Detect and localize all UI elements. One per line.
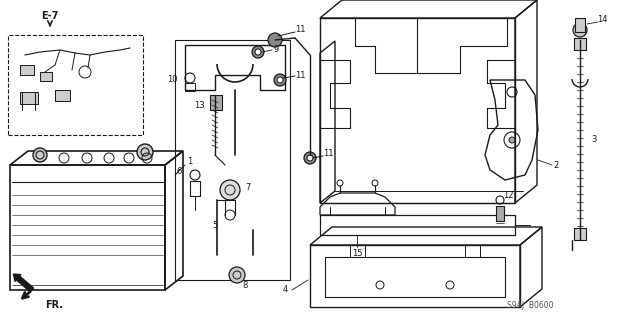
Text: 4: 4 (283, 286, 288, 294)
Bar (20, 92, 38, 104)
FancyArrow shape (13, 274, 34, 292)
Circle shape (274, 74, 286, 86)
Text: FR.: FR. (45, 300, 63, 310)
Circle shape (509, 137, 515, 143)
Bar (40, 72, 52, 81)
Bar (20, 65, 34, 75)
Text: 6: 6 (177, 167, 182, 176)
Text: E-7: E-7 (42, 11, 59, 21)
Text: 2: 2 (554, 160, 559, 169)
Polygon shape (574, 38, 586, 50)
Bar (575, 18, 585, 32)
Circle shape (255, 49, 261, 55)
Text: 15: 15 (352, 249, 362, 257)
Bar (325, 257, 505, 297)
Circle shape (137, 144, 153, 160)
Circle shape (229, 267, 245, 283)
Text: 11: 11 (323, 150, 333, 159)
Text: 3: 3 (591, 136, 596, 145)
Circle shape (573, 23, 587, 37)
Circle shape (307, 155, 313, 161)
Bar (10, 165, 165, 290)
Text: 8: 8 (243, 280, 248, 290)
Circle shape (33, 148, 47, 162)
Text: S9AJ  B0600: S9AJ B0600 (507, 300, 553, 309)
Circle shape (220, 180, 240, 200)
Text: 11: 11 (295, 26, 305, 34)
Circle shape (277, 77, 283, 83)
Bar (175, 40, 290, 280)
Circle shape (268, 33, 282, 47)
Text: 7: 7 (245, 183, 251, 192)
Bar (55, 90, 70, 101)
Text: 9: 9 (273, 46, 278, 55)
Circle shape (252, 46, 264, 58)
Bar (496, 206, 504, 221)
Polygon shape (574, 228, 586, 240)
Bar (190, 181, 200, 196)
Bar (8, 35, 143, 135)
Text: 1: 1 (188, 158, 193, 167)
Text: 12: 12 (503, 190, 513, 199)
Bar (210, 95, 222, 110)
Text: 14: 14 (596, 16, 607, 25)
Text: 13: 13 (195, 100, 205, 109)
Text: 5: 5 (212, 220, 218, 229)
Circle shape (304, 152, 316, 164)
Bar (185, 83, 195, 91)
Text: 10: 10 (168, 76, 178, 85)
Text: 11: 11 (295, 70, 305, 79)
